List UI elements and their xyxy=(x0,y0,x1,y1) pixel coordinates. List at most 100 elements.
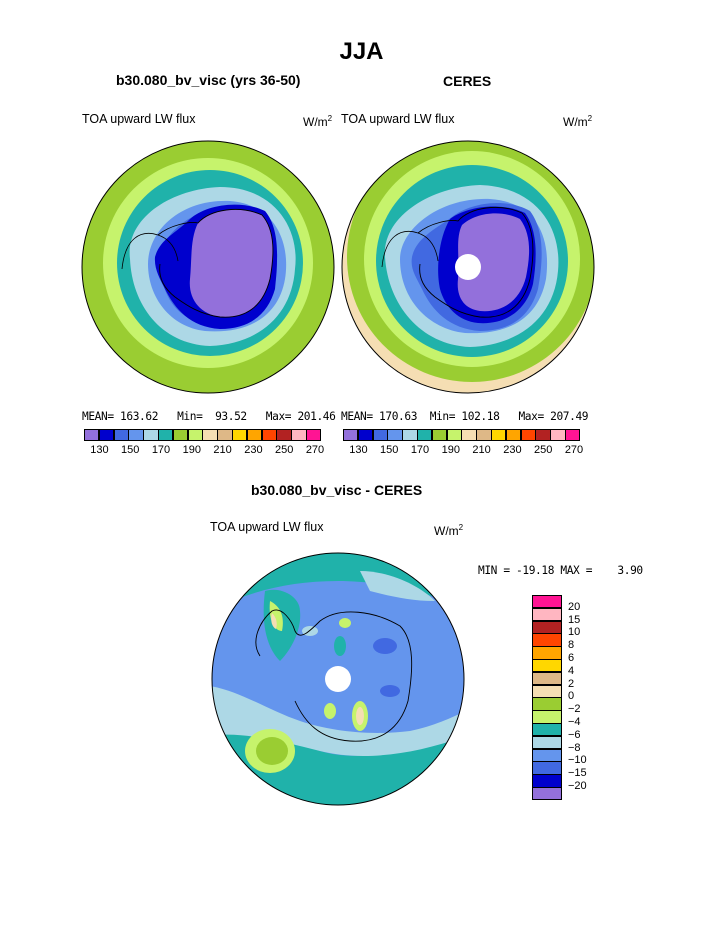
right-polar-map xyxy=(341,140,595,394)
colorbar-swatch xyxy=(532,633,562,647)
colorbar-swatch xyxy=(357,429,374,441)
colorbar-swatch xyxy=(172,429,189,441)
colorbar-swatch xyxy=(128,429,144,441)
colorbar-swatch xyxy=(532,607,562,622)
difference-polar-map xyxy=(211,552,465,806)
colorbar-swatch xyxy=(84,429,100,441)
colorbar-swatch xyxy=(416,429,433,441)
colorbar-swatch xyxy=(476,429,492,441)
colorbar-swatch xyxy=(532,774,562,788)
right-case-title: CERES xyxy=(443,73,492,89)
left-stats: MEAN= 163.62 Min= 93.52 Max= 201.46 xyxy=(82,410,336,423)
colorbar-swatch xyxy=(532,787,562,801)
colorbar-swatch xyxy=(372,429,388,441)
colorbar-swatch xyxy=(532,684,562,698)
colorbar-swatch xyxy=(291,429,307,441)
colorbar-swatch xyxy=(246,429,263,441)
colorbar-swatch xyxy=(402,429,418,441)
right-colorbar xyxy=(343,429,581,441)
colorbar-tick-label: 170 xyxy=(151,444,171,456)
colorbar-tick-label: 130 xyxy=(90,444,109,456)
colorbar-swatch xyxy=(532,761,562,775)
colorbar-swatch xyxy=(550,429,566,441)
colorbar-tick-label: 270 xyxy=(564,444,584,456)
colorbar-tick-label: 4 xyxy=(568,664,575,677)
right-colorbar-ticks: 130 150 170 190 210 230 250 270 xyxy=(343,444,589,458)
page-title: JJA xyxy=(339,38,384,65)
colorbar-tick-label: 250 xyxy=(534,444,553,456)
difference-units: W/m2 xyxy=(434,523,464,538)
colorbar-swatch xyxy=(461,429,477,441)
colorbar-swatch xyxy=(505,429,522,441)
colorbar-swatch xyxy=(490,429,507,441)
right-units: W/m2 xyxy=(563,114,593,129)
colorbar-tick-label: 210 xyxy=(213,444,232,456)
colorbar-swatch xyxy=(520,429,536,441)
colorbar-tick-label: 130 xyxy=(349,444,368,456)
colorbar-swatch xyxy=(157,429,174,441)
colorbar-tick-label: 8 xyxy=(568,639,575,652)
colorbar-swatch xyxy=(305,429,322,441)
colorbar-tick-label: 190 xyxy=(441,444,460,456)
difference-colorbar: 20 15 10 8 6 4 2 0 −2 −4 −6 −8 −10 −15 −20 xyxy=(532,595,612,810)
colorbar-swatch xyxy=(431,429,448,441)
colorbar-swatch xyxy=(387,429,403,441)
colorbar-swatch xyxy=(261,429,277,441)
colorbar-swatch xyxy=(113,429,129,441)
colorbar-tick-label: 230 xyxy=(503,444,522,456)
colorbar-tick-label: 230 xyxy=(244,444,263,456)
colorbar-swatch xyxy=(532,723,562,737)
left-case-title: b30.080_bv_visc (yrs 36-50) xyxy=(116,72,301,88)
colorbar-swatch xyxy=(532,659,562,673)
left-variable-label: TOA upward LW flux xyxy=(82,112,196,126)
colorbar-tick-label: 15 xyxy=(568,613,581,626)
difference-variable-label: TOA upward LW flux xyxy=(210,520,324,534)
colorbar-tick-label: −20 xyxy=(568,780,587,792)
colorbar-tick-label: 150 xyxy=(380,444,399,456)
colorbar-swatch xyxy=(532,748,562,762)
colorbar-tick-label: 6 xyxy=(568,652,575,664)
colorbar-tick-label: −10 xyxy=(568,754,587,767)
left-polar-map xyxy=(81,140,335,394)
colorbar-tick-label: 190 xyxy=(182,444,201,456)
colorbar-tick-label: −15 xyxy=(568,767,587,780)
left-colorbar xyxy=(84,429,322,441)
right-variable-label: TOA upward LW flux xyxy=(341,112,455,126)
colorbar-swatch xyxy=(231,429,248,441)
left-colorbar-ticks: 130 150 170 190 210 230 250 270 xyxy=(84,444,330,458)
colorbar-tick-label: 20 xyxy=(568,600,581,613)
colorbar-swatch xyxy=(532,697,562,711)
colorbar-swatch xyxy=(98,429,115,441)
colorbar-tick-label: −2 xyxy=(568,703,581,716)
colorbar-swatch xyxy=(217,429,233,441)
colorbar-swatch xyxy=(532,671,562,686)
colorbar-tick-label: 270 xyxy=(305,444,325,456)
difference-title: b30.080_bv_visc - CERES xyxy=(251,482,423,498)
colorbar-swatch xyxy=(564,429,581,441)
colorbar-swatch xyxy=(187,429,203,441)
colorbar-swatch xyxy=(343,429,359,441)
colorbar-swatch xyxy=(202,429,218,441)
right-stats: MEAN= 170.63 Min= 102.18 Max= 207.49 xyxy=(341,410,589,423)
colorbar-swatch xyxy=(532,595,562,609)
colorbar-tick-label: 210 xyxy=(472,444,491,456)
colorbar-tick-label: 2 xyxy=(568,677,575,690)
colorbar-tick-label: −8 xyxy=(568,741,581,754)
colorbar-tick-label: 150 xyxy=(121,444,140,456)
colorbar-swatch xyxy=(532,710,562,724)
colorbar-tick-label: 10 xyxy=(568,626,581,639)
colorbar-tick-label: 170 xyxy=(410,444,430,456)
colorbar-swatch xyxy=(143,429,159,441)
colorbar-tick-label: −6 xyxy=(568,728,581,741)
colorbar-swatch xyxy=(535,429,551,441)
colorbar-tick-label: −4 xyxy=(568,716,581,728)
left-units: W/m2 xyxy=(303,114,333,129)
difference-stats: MIN = -19.18 MAX = 3.90 xyxy=(478,564,643,577)
colorbar-tick-label: 250 xyxy=(275,444,294,456)
colorbar-swatch xyxy=(276,429,292,441)
colorbar-swatch xyxy=(532,646,562,660)
colorbar-tick-label: 0 xyxy=(568,690,575,703)
colorbar-swatch xyxy=(532,735,562,750)
colorbar-swatch xyxy=(532,620,562,634)
colorbar-swatch xyxy=(446,429,462,441)
